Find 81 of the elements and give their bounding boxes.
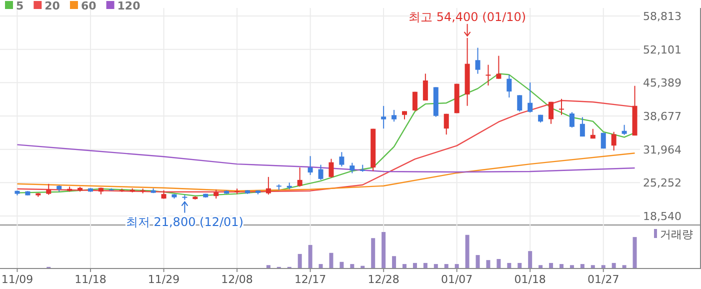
bar (402, 264, 406, 268)
x-tick-label: 12/08 (221, 273, 253, 286)
bar (601, 265, 606, 268)
candlestick (580, 116, 585, 138)
y-tick-label: 58,813 (643, 10, 682, 24)
candlestick (328, 158, 334, 178)
bar (454, 264, 459, 268)
candlestick (528, 82, 533, 114)
y-tick-label: 18,540 (643, 210, 682, 223)
y-tick-label: 52,101 (643, 43, 682, 56)
annotation: 최고 54,400 (01/10) (408, 10, 526, 24)
bar (622, 265, 626, 268)
bar (308, 244, 312, 268)
bar (486, 260, 490, 268)
legend-label: 5 (16, 0, 24, 12)
candlestick (548, 101, 554, 124)
candlestick (444, 113, 449, 136)
y-tick-label: 38,677 (643, 110, 682, 123)
bar (507, 262, 512, 268)
bar (392, 256, 396, 268)
x-tick-label: 12/28 (368, 273, 400, 286)
candlestick (569, 112, 574, 128)
x-tick-label: 11/09 (1, 273, 34, 286)
bar (570, 265, 574, 268)
bar (371, 238, 376, 268)
bar (518, 262, 522, 268)
candlestick (611, 131, 616, 152)
bar (340, 262, 344, 268)
bar (266, 265, 270, 268)
bar (538, 265, 543, 268)
x-tick-label: 01/27 (588, 273, 620, 286)
bar (560, 264, 564, 268)
bar (496, 259, 501, 268)
bar (423, 262, 428, 268)
bar (612, 262, 616, 268)
bar (528, 251, 532, 268)
bar (465, 234, 470, 268)
bar (382, 232, 386, 268)
bar (318, 264, 323, 268)
candlestick (622, 124, 627, 136)
legend-label: 거래량 (660, 228, 693, 241)
candlestick (517, 94, 522, 112)
x-tick-label: 11/29 (148, 273, 180, 286)
bar (350, 264, 354, 268)
x-tick-label: 01/18 (514, 273, 546, 286)
legend-label: 60 (80, 0, 97, 12)
bar (329, 252, 334, 268)
legend-label: 20 (44, 0, 60, 12)
x-tick-label: 12/17 (294, 273, 326, 286)
candlestick (297, 167, 302, 188)
candlestick (496, 55, 502, 80)
legend-label: 120 (117, 0, 141, 12)
candlestick (266, 176, 271, 196)
y-tick-label: 45,389 (643, 76, 682, 90)
x-tick-label: 11/18 (74, 273, 106, 286)
candlestick (308, 156, 313, 176)
candlestick (559, 98, 564, 116)
bar (434, 264, 438, 268)
candlestick (350, 162, 355, 174)
bar (632, 237, 637, 268)
candlestick (412, 91, 418, 112)
x-tick-label: 01/07 (440, 273, 473, 286)
candlestick (392, 109, 397, 122)
bar (590, 265, 595, 268)
bar (444, 264, 448, 268)
candlestick (318, 164, 324, 180)
bar (298, 254, 302, 268)
candlestick (486, 64, 491, 86)
candlestick (339, 152, 344, 168)
bar (412, 262, 417, 268)
candlestick (422, 73, 428, 101)
candlestick (475, 47, 480, 74)
candlestick (506, 74, 512, 98)
bar (549, 262, 554, 268)
candlestick (381, 105, 386, 130)
legend: 거래량 (654, 228, 693, 241)
candlestick (46, 183, 52, 196)
bar (476, 255, 480, 268)
y-tick-label: 25,252 (643, 176, 682, 190)
bar (580, 264, 584, 268)
y-tick-label: 31,964 (643, 143, 682, 156)
